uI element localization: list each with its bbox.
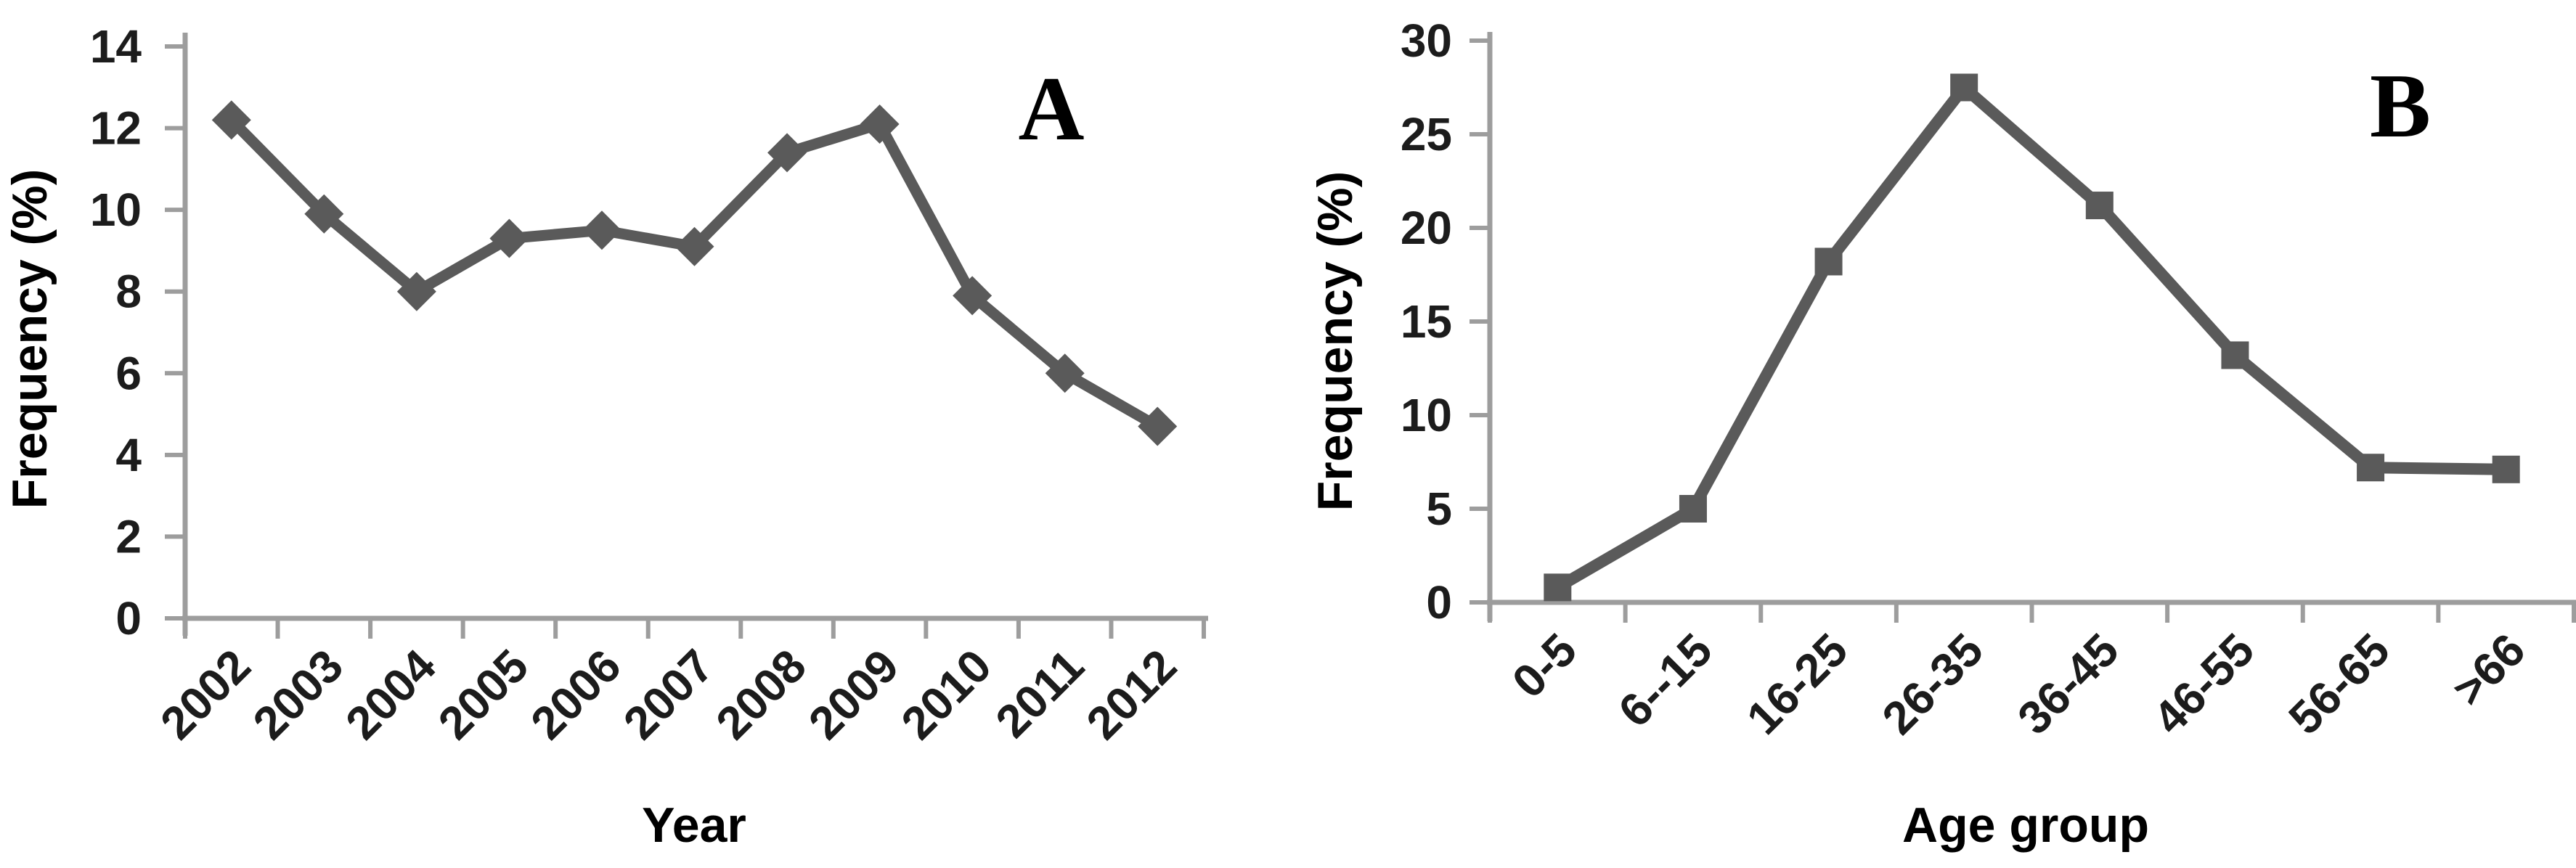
x-tick-label: 2002 xyxy=(150,639,261,750)
data-point-marker xyxy=(860,104,900,144)
x-tick-label: 56-65 xyxy=(2278,623,2400,745)
x-tick-label: 16-25 xyxy=(1737,623,1858,745)
y-tick-label: 15 xyxy=(1401,295,1452,348)
x-tick-label: 2003 xyxy=(243,639,354,750)
y-tick-label: 30 xyxy=(1401,15,1452,67)
x-axis-title: Year xyxy=(642,798,746,853)
data-point-marker xyxy=(2357,454,2385,482)
x-tick-label: 0-5 xyxy=(1502,623,1586,708)
x-tick-label: 2010 xyxy=(891,639,1001,750)
y-tick-label: 25 xyxy=(1401,108,1452,160)
x-tick-label: >66 xyxy=(2442,623,2535,716)
x-tick-label: 2007 xyxy=(614,639,724,750)
data-point-marker xyxy=(1679,495,1707,523)
y-tick-label: 14 xyxy=(90,20,142,73)
x-tick-label: 2006 xyxy=(521,639,631,750)
y-tick-label: 5 xyxy=(1426,483,1452,535)
chart-panel-a: 0246810121420022003200420052006200720082… xyxy=(2,20,1208,853)
panel-label: A xyxy=(1019,59,1085,160)
data-series-line xyxy=(1552,81,2512,594)
data-series-line xyxy=(226,114,1163,432)
data-point-marker xyxy=(1138,406,1178,446)
y-tick-label: 10 xyxy=(1401,389,1452,441)
y-tick-label: 4 xyxy=(115,429,142,481)
data-point-marker xyxy=(2221,341,2249,369)
data-point-marker xyxy=(1544,573,1572,602)
y-tick-label: 20 xyxy=(1401,202,1452,254)
data-point-marker xyxy=(1045,353,1085,393)
data-point-marker xyxy=(767,133,807,173)
y-tick-label: 0 xyxy=(115,592,142,644)
data-point-marker xyxy=(1814,247,1843,276)
x-tick-label: 2011 xyxy=(985,639,1093,748)
x-tick-label: 46-55 xyxy=(2143,623,2265,745)
x-tick-label: 2012 xyxy=(1077,639,1187,750)
x-tick-label: 2009 xyxy=(799,639,909,750)
panel-label: B xyxy=(2370,56,2431,157)
y-tick-label: 6 xyxy=(115,347,142,399)
x-tick-label: 2005 xyxy=(428,639,539,750)
data-point-marker xyxy=(304,194,344,234)
data-point-marker xyxy=(582,210,621,250)
data-point-marker xyxy=(953,276,993,316)
data-point-marker xyxy=(674,226,714,266)
x-tick-label: 2004 xyxy=(335,639,446,750)
y-tick-label: 10 xyxy=(90,184,142,236)
x-tick-label: 6--15 xyxy=(1608,623,1722,737)
y-axis-title: Frequency (%) xyxy=(1308,171,1363,512)
y-axis-title: Frequency (%) xyxy=(2,169,57,509)
y-tick-label: 8 xyxy=(115,266,142,318)
chart-panel-b: 0 5 10 15 20 25 30 0-5 6--15 16-25 26-35 36-45 46-55… xyxy=(1308,15,2576,853)
data-point-marker xyxy=(2492,455,2520,483)
y-tick-label: 2 xyxy=(115,510,142,562)
y-tick-label: 0 xyxy=(1426,576,1452,629)
x-tick-label: 36-45 xyxy=(2008,623,2129,745)
data-point-marker xyxy=(2085,192,2114,220)
data-point-marker xyxy=(396,271,436,311)
data-point-marker xyxy=(1950,73,1978,102)
x-tick-label: 26-35 xyxy=(1872,623,1993,745)
y-tick-label: 12 xyxy=(90,102,142,155)
x-tick-label: 2008 xyxy=(706,639,816,750)
data-point-marker xyxy=(211,100,251,140)
x-axis-title: Age group xyxy=(1902,798,2149,853)
data-point-marker xyxy=(489,218,529,258)
